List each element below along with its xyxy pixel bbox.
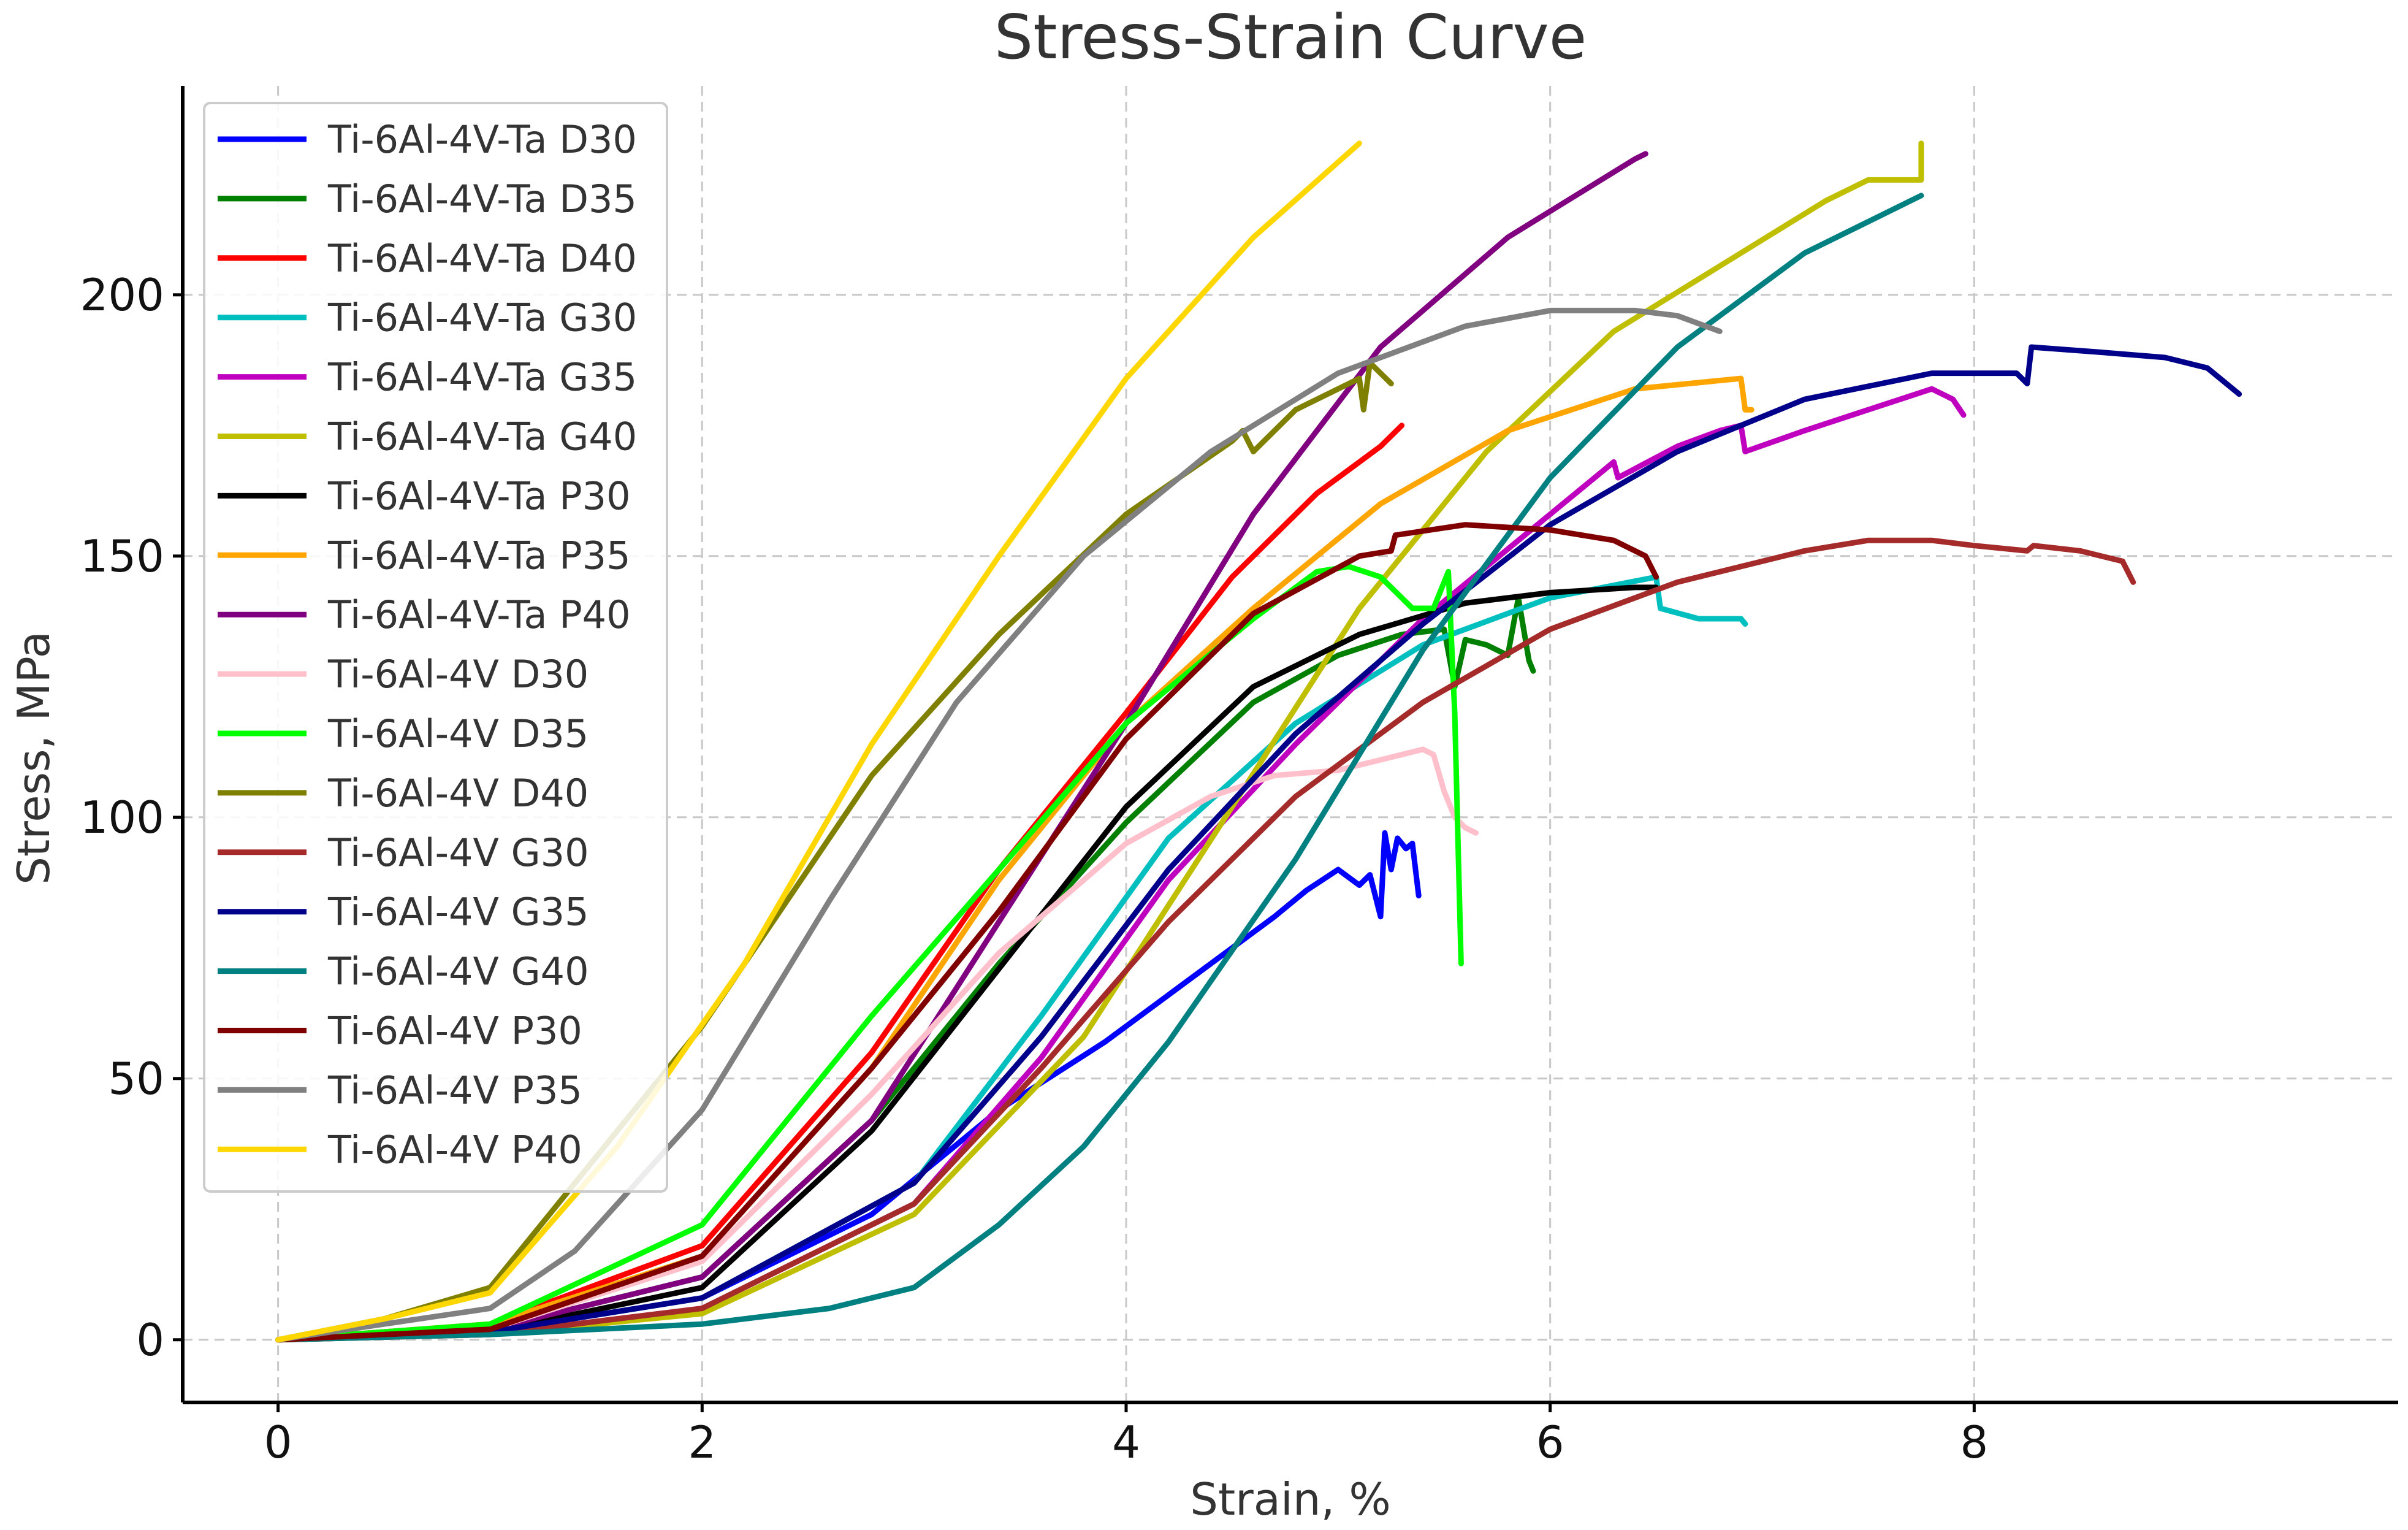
legend-label: Ti-6Al-4V-Ta P40 [327, 592, 631, 637]
y-tick-label: 150 [80, 530, 164, 582]
axes [181, 86, 2398, 1404]
legend-label: Ti-6Al-4V-Ta G35 [327, 355, 637, 400]
y-tick-label: 50 [108, 1053, 164, 1104]
series-line-ti-6al-4v-ta-d40 [275, 423, 1405, 1343]
series-line-ti-6al-4v-p35 [275, 307, 1723, 1343]
legend-label: Ti-6Al-4V G40 [327, 949, 589, 994]
series-line-ti-6al-4v-g35 [275, 344, 2242, 1343]
series-line-ti-6al-4v-ta-g40 [275, 140, 1924, 1343]
legend-label: Ti-6Al-4V P35 [327, 1068, 582, 1112]
chart-title: Stress-Strain Curve [994, 1, 1587, 73]
series-line-ti-6al-4v-p30 [275, 522, 1659, 1343]
legend-label: Ti-6Al-4V-Ta D35 [327, 177, 637, 221]
x-tick-label: 8 [1960, 1417, 1988, 1468]
legend-frame [203, 102, 668, 1193]
legend-label: Ti-6Al-4V-Ta G40 [327, 415, 637, 459]
legend: Ti-6Al-4V-Ta D30 Ti-6Al-4V-Ta D35 Ti-6Al-4… [203, 102, 668, 1193]
series-line-ti-6al-4v-d30 [275, 746, 1479, 1343]
legend-label: Ti-6Al-4V G35 [327, 890, 589, 935]
x-tick-label: 0 [264, 1417, 292, 1468]
legend-label: Ti-6Al-4V-Ta P30 [327, 473, 631, 518]
series-line-ti-6al-4v-g30 [275, 537, 2136, 1343]
y-tick-label: 100 [80, 792, 164, 843]
legend-label: Ti-6Al-4V P40 [327, 1127, 582, 1172]
axis-ticks: 0 2 4 6 8 0 50 100 150 200 [80, 269, 1989, 1468]
y-axis-label: Stress, MPa [8, 631, 59, 884]
series-line-ti-6al-4v-d35 [275, 564, 1464, 1343]
series-line-ti-6al-4v-ta-p30 [275, 584, 1659, 1343]
x-tick-label: 4 [1112, 1417, 1140, 1468]
legend-label: Ti-6Al-4V-Ta D40 [327, 236, 637, 281]
legend-label: Ti-6Al-4V G30 [327, 830, 589, 875]
series-line-ti-6al-4v-ta-p40 [275, 151, 1648, 1343]
series-lines [275, 140, 2242, 1343]
x-axis-label: Strain, % [1190, 1474, 1390, 1525]
legend-label: Ti-6Al-4V-Ta P35 [327, 533, 631, 578]
legend-label: Ti-6Al-4V D40 [327, 771, 589, 816]
y-tick-label: 0 [136, 1314, 164, 1366]
legend-label: Ti-6Al-4V P30 [327, 1009, 582, 1054]
legend-label: Ti-6Al-4V-Ta D30 [327, 117, 637, 162]
legend-label: Ti-6Al-4V-Ta G30 [327, 296, 637, 340]
y-tick-label: 200 [80, 269, 164, 321]
x-tick-label: 2 [688, 1417, 716, 1468]
legend-label: Ti-6Al-4V D35 [327, 711, 589, 756]
series-line-ti-6al-4v-g40 [275, 193, 1924, 1343]
x-tick-label: 6 [1536, 1417, 1564, 1468]
series-line-ti-6al-4v-ta-d30 [275, 830, 1422, 1343]
legend-label: Ti-6Al-4V D30 [327, 652, 589, 697]
series-line-ti-6al-4v-p40 [275, 140, 1362, 1343]
